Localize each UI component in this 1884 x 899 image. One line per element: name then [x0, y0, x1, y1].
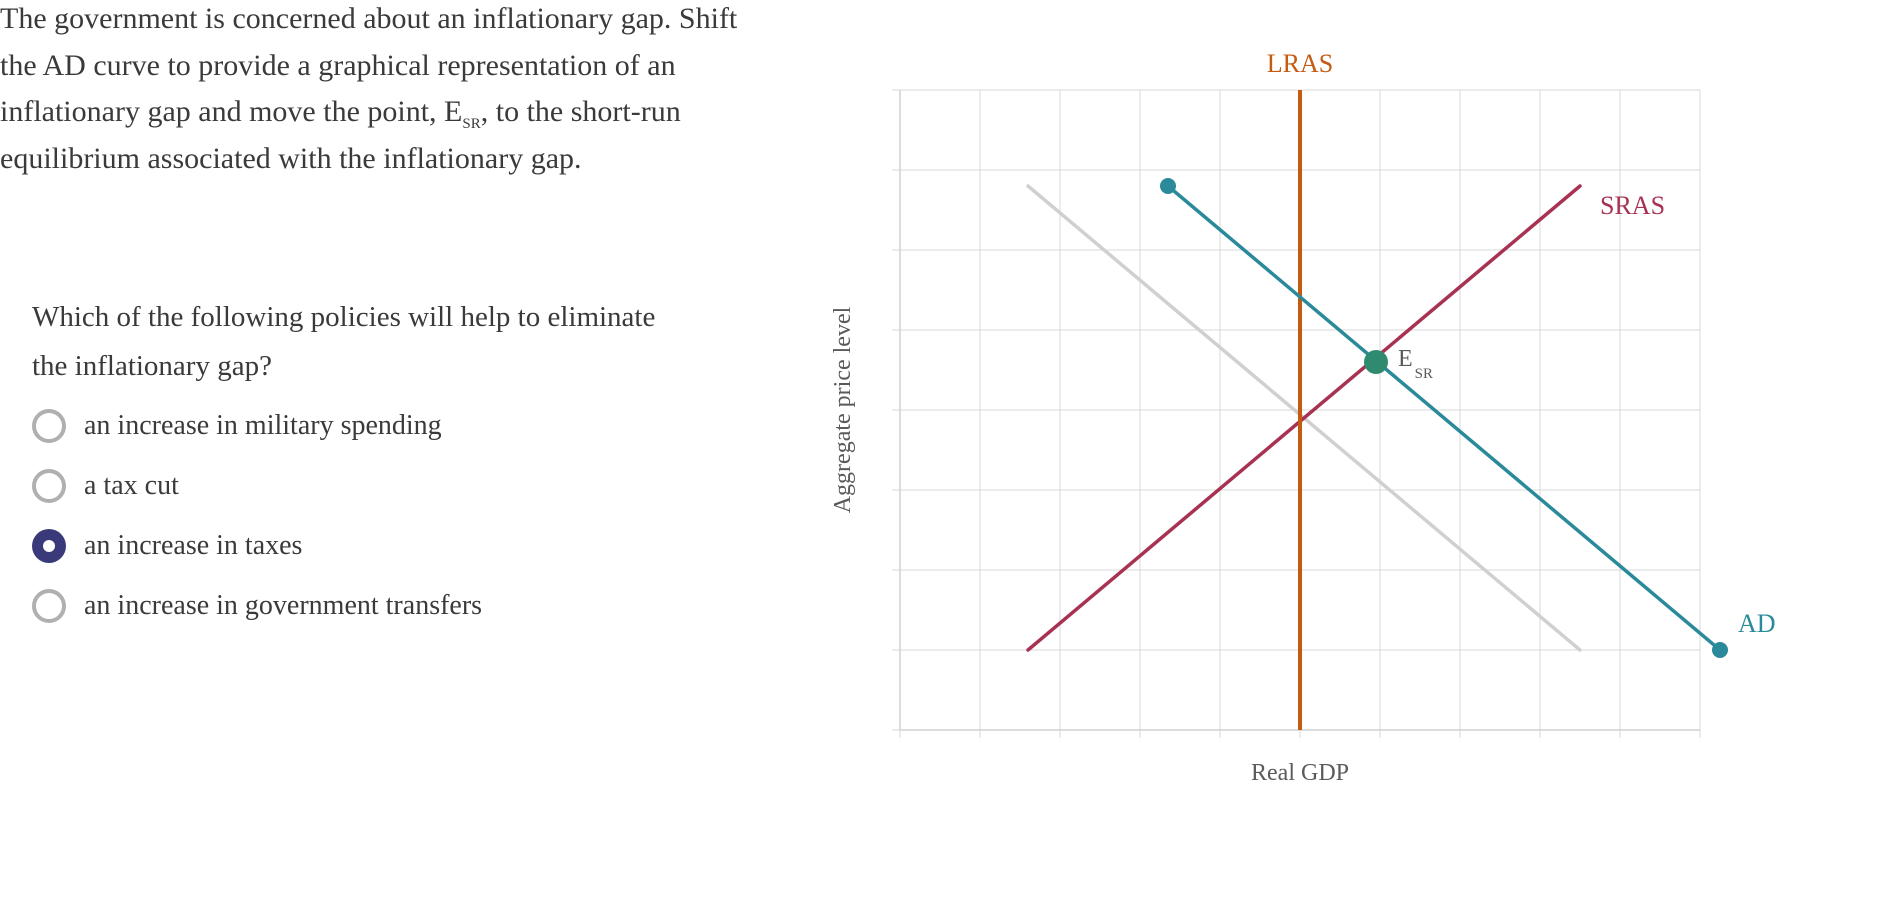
option-2[interactable]: an increase in taxes	[32, 529, 750, 563]
instructions-line1: The government is concerned about an inf…	[0, 2, 737, 35]
chart-panel: LRASSRASADESRAggregate price levelReal G…	[790, 0, 1884, 899]
x-axis-label: Real GDP	[1251, 760, 1349, 786]
question-text: Which of the following policies will hel…	[32, 293, 750, 392]
option-0[interactable]: an increase in military spending	[32, 409, 750, 443]
ad-shifted-handle-start[interactable]	[1160, 178, 1176, 194]
sras-label: SRAS	[1600, 191, 1665, 220]
chart-svg[interactable]: LRASSRASADESRAggregate price levelReal G…	[790, 0, 1840, 850]
esr-point[interactable]	[1364, 350, 1388, 374]
lras-label: LRAS	[1267, 49, 1333, 78]
option-3[interactable]: an increase in government transfers	[32, 589, 750, 623]
radio-1[interactable]	[32, 469, 66, 503]
question-line1: Which of the following policies will hel…	[32, 301, 655, 333]
radio-0[interactable]	[32, 409, 66, 443]
instructions-text: The government is concerned about an inf…	[0, 0, 750, 183]
option-label-3: an increase in government transfers	[84, 590, 482, 622]
instructions-line4: equilibrium associated with the inflatio…	[0, 142, 582, 175]
instructions-line3b: , to the short-run	[481, 95, 681, 128]
option-label-1: a tax cut	[84, 470, 179, 502]
ad-shifted-handle-end[interactable]	[1712, 642, 1728, 658]
option-label-2: an increase in taxes	[84, 530, 302, 562]
instructions-line3a: inflationary gap and move the point, E	[0, 95, 462, 128]
y-axis-label: Aggregate price level	[830, 306, 856, 513]
radio-2[interactable]	[32, 529, 66, 563]
option-label-0: an increase in military spending	[84, 410, 442, 442]
option-1[interactable]: a tax cut	[32, 469, 750, 503]
radio-3[interactable]	[32, 589, 66, 623]
instructions-line2: the AD curve to provide a graphical repr…	[0, 49, 676, 82]
instructions-line3-sub: SR	[462, 116, 480, 132]
ad-label: AD	[1738, 609, 1776, 638]
question-line2: the inflationary gap?	[32, 350, 272, 382]
